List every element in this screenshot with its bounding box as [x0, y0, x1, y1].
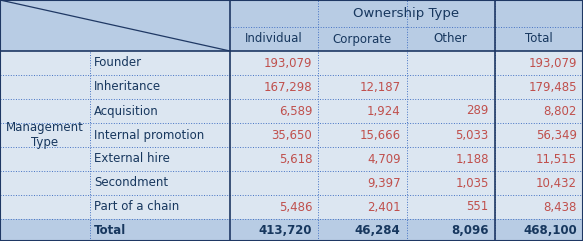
Bar — [0, 195, 583, 219]
Text: 167,298: 167,298 — [264, 80, 312, 94]
Text: Ownership Type: Ownership Type — [353, 7, 459, 20]
Text: Acquisition: Acquisition — [94, 105, 159, 118]
Text: External hire: External hire — [94, 153, 170, 166]
Text: Inheritance: Inheritance — [94, 80, 161, 94]
Bar — [0, 219, 583, 241]
Bar — [0, 147, 583, 171]
Text: 1,035: 1,035 — [455, 176, 489, 189]
Text: Secondment: Secondment — [94, 176, 168, 189]
Text: Internal promotion: Internal promotion — [94, 128, 204, 141]
Text: 56,349: 56,349 — [536, 128, 577, 141]
Text: Corporate: Corporate — [333, 33, 392, 46]
Bar — [230, 27, 583, 51]
Text: 8,802: 8,802 — [543, 105, 577, 118]
Text: 2,401: 2,401 — [367, 201, 401, 214]
Text: 1,188: 1,188 — [455, 153, 489, 166]
Text: 289: 289 — [466, 105, 489, 118]
Text: 5,618: 5,618 — [279, 153, 312, 166]
Text: 12,187: 12,187 — [359, 80, 401, 94]
Text: Management
Type: Management Type — [6, 121, 84, 149]
Text: Other: Other — [434, 33, 468, 46]
Text: Founder: Founder — [94, 56, 142, 69]
Text: 5,033: 5,033 — [455, 128, 489, 141]
Text: 10,432: 10,432 — [536, 176, 577, 189]
Text: Part of a chain: Part of a chain — [94, 201, 179, 214]
Bar — [230, 0, 583, 27]
Text: 4,709: 4,709 — [367, 153, 401, 166]
Text: 1,924: 1,924 — [367, 105, 401, 118]
Text: 193,079: 193,079 — [264, 56, 312, 69]
Text: 179,485: 179,485 — [529, 80, 577, 94]
Text: 468,100: 468,100 — [524, 225, 577, 237]
Text: 8,438: 8,438 — [543, 201, 577, 214]
Bar — [0, 99, 583, 123]
Bar — [0, 75, 583, 99]
Text: 35,650: 35,650 — [272, 128, 312, 141]
Text: 11,515: 11,515 — [536, 153, 577, 166]
Text: 413,720: 413,720 — [259, 225, 312, 237]
Text: 46,284: 46,284 — [354, 225, 401, 237]
Bar — [0, 171, 583, 195]
Text: 9,397: 9,397 — [367, 176, 401, 189]
Text: 15,666: 15,666 — [359, 128, 401, 141]
Text: Total: Total — [525, 33, 553, 46]
Text: 5,486: 5,486 — [279, 201, 312, 214]
Text: 551: 551 — [466, 201, 489, 214]
Bar — [0, 0, 230, 51]
Text: 6,589: 6,589 — [279, 105, 312, 118]
Text: 193,079: 193,079 — [529, 56, 577, 69]
Text: 8,096: 8,096 — [451, 225, 489, 237]
Text: Individual: Individual — [245, 33, 303, 46]
Bar — [0, 51, 583, 75]
Bar — [0, 123, 583, 147]
Text: Total: Total — [94, 225, 127, 237]
